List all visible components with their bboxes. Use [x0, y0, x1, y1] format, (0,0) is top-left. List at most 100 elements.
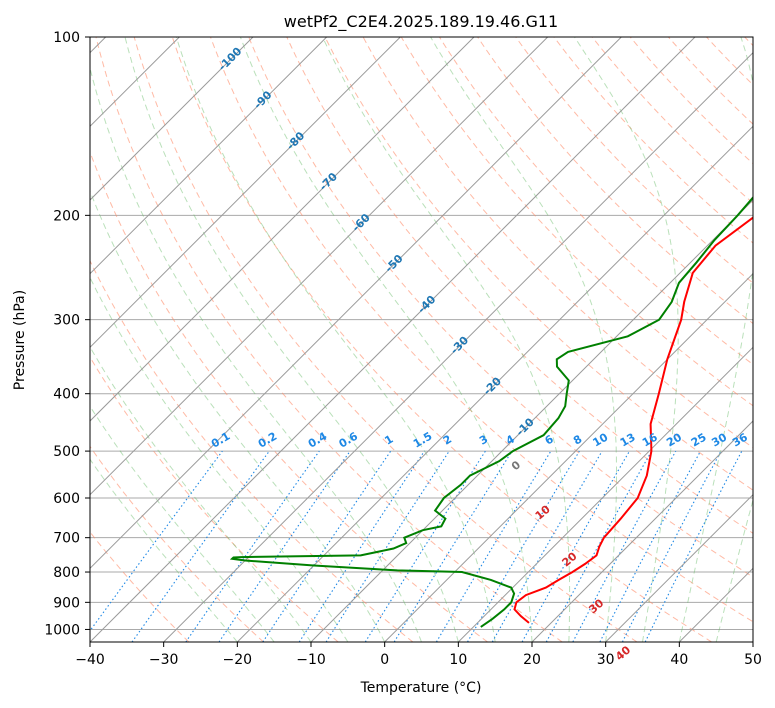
mixing-ratio-line — [364, 450, 486, 642]
dry-adiabat-line — [515, 37, 753, 284]
dry-adiabat-line — [210, 37, 753, 623]
y-tick-label: 900 — [53, 595, 80, 611]
isotherm-label: -60 — [350, 211, 373, 234]
background-lines — [90, 37, 753, 642]
dry-adiabat-line — [95, 37, 563, 642]
x-tick-label: −30 — [149, 652, 179, 668]
isotherm-label: -20 — [481, 374, 504, 397]
y-tick-label: 300 — [53, 313, 80, 329]
mixing-ratio-line — [131, 450, 270, 642]
x-tick-label: 30 — [597, 652, 615, 668]
mixing-ratio-label: 1.5 — [411, 430, 434, 451]
mixing-ratio-line — [185, 450, 320, 642]
axes: −40 −30 −20 −10 0 10 20 30 40 5010020030040050060… — [44, 30, 762, 668]
moist-adiabat-line — [90, 458, 238, 642]
y-tick-label: 700 — [53, 531, 80, 547]
dry-adiabat-line — [706, 37, 753, 86]
dry-adiabat-line — [591, 37, 753, 204]
dry-adiabat-line — [744, 37, 753, 47]
mixing-ratio-label: 4 — [504, 432, 517, 447]
mixing-ratio-label: 16 — [640, 430, 660, 449]
wet-bulb-label: 40 — [613, 643, 633, 663]
dewpoint-profile-line — [229, 196, 753, 628]
mixing-ratio-label: 8 — [571, 433, 584, 448]
mixing-ratio-line — [599, 450, 701, 642]
mixing-ratio-label: 13 — [618, 431, 638, 450]
mixing-ratio-line — [218, 450, 351, 642]
mixing-ratio-line — [262, 450, 392, 642]
mixing-ratio-line — [90, 450, 223, 632]
isotherm-line — [531, 420, 753, 642]
dry-adiabat-line — [400, 37, 753, 407]
isotherm-line — [90, 37, 401, 349]
isotherm-line — [236, 125, 753, 642]
mixing-ratio-line — [393, 450, 513, 642]
moist-adiabat-line — [715, 498, 753, 642]
isotherm-line — [90, 37, 328, 275]
moist-adiabat-line — [430, 37, 617, 642]
wet-bulb-label: 30 — [586, 596, 606, 616]
mixing-ratio-label: 0.4 — [306, 429, 330, 450]
mixing-ratio-label: 36 — [730, 430, 750, 449]
mixing-ratio-label: 3 — [477, 433, 490, 448]
isotherm-line — [90, 37, 475, 422]
y-tick-label: 500 — [53, 444, 80, 460]
dry-adiabat-line — [477, 37, 753, 325]
x-tick-label: −40 — [75, 652, 105, 668]
mixing-ratio-line — [467, 450, 580, 642]
moist-adiabat-line — [90, 276, 349, 642]
dry-adiabat-line — [133, 37, 638, 642]
x-tick-label: 10 — [449, 652, 467, 668]
mixing-ratio-line — [521, 450, 630, 642]
x-tick-label: 0 — [380, 652, 389, 668]
dry-adiabat-line — [553, 37, 753, 244]
moist-adiabat-line — [90, 345, 312, 642]
isotherm-line — [163, 51, 753, 642]
moist-adiabat-line — [175, 37, 496, 642]
x-tick-label: −20 — [223, 652, 253, 668]
moist-adiabat-line — [90, 65, 422, 642]
mixing-ratio-label: 0.2 — [256, 430, 279, 451]
temperature-profile-line — [513, 216, 753, 624]
mixing-ratio-line — [491, 450, 603, 642]
y-tick-label: 1000 — [44, 622, 80, 638]
x-axis-label: Temperature (°C) — [360, 680, 482, 696]
isotherm-line — [90, 37, 622, 570]
wet-bulb-label: 10 — [533, 502, 553, 522]
isotherm-label: -100 — [216, 45, 245, 74]
moist-adiabat-line — [124, 37, 459, 642]
dry-adiabat-line — [90, 259, 414, 642]
x-tick-label: 40 — [670, 652, 688, 668]
dry-adiabat-line — [248, 37, 753, 578]
mixing-ratio-line — [325, 450, 450, 642]
y-tick-label: 100 — [53, 30, 80, 46]
mixing-ratio-label: 2 — [441, 433, 454, 448]
y-tick-label: 400 — [53, 387, 80, 403]
mixing-ratio-label: 0.1 — [209, 430, 232, 451]
isotherm-line — [678, 567, 753, 642]
moist-adiabat-line — [574, 37, 679, 642]
dry-adiabat-line — [668, 37, 753, 125]
dry-adiabat-line — [90, 531, 190, 642]
mixing-ratio-line — [435, 450, 552, 642]
isotherm-line — [752, 641, 753, 642]
moist-adiabat-line — [322, 37, 571, 642]
x-tick-label: −10 — [296, 652, 326, 668]
isotherm-line — [90, 37, 549, 496]
y-tick-label: 800 — [53, 565, 80, 581]
isotherm-line — [457, 346, 753, 642]
y-tick-label: 600 — [53, 491, 80, 507]
dry-adiabat-line — [171, 37, 712, 642]
mixing-ratio-line — [572, 450, 677, 642]
moist-adiabat-line — [239, 37, 533, 642]
mixing-ratio-line — [298, 450, 425, 642]
plot-frame — [89, 36, 754, 643]
wet-bulb-label: 20 — [560, 549, 580, 569]
sounding-profiles — [229, 196, 753, 628]
dry-adiabat-line — [90, 150, 488, 642]
moist-adiabat-line — [90, 189, 386, 642]
isotherm-line — [384, 272, 753, 642]
moist-adiabat-line — [678, 37, 753, 642]
isotherm-line — [605, 493, 753, 642]
y-tick-label: 200 — [53, 208, 80, 224]
